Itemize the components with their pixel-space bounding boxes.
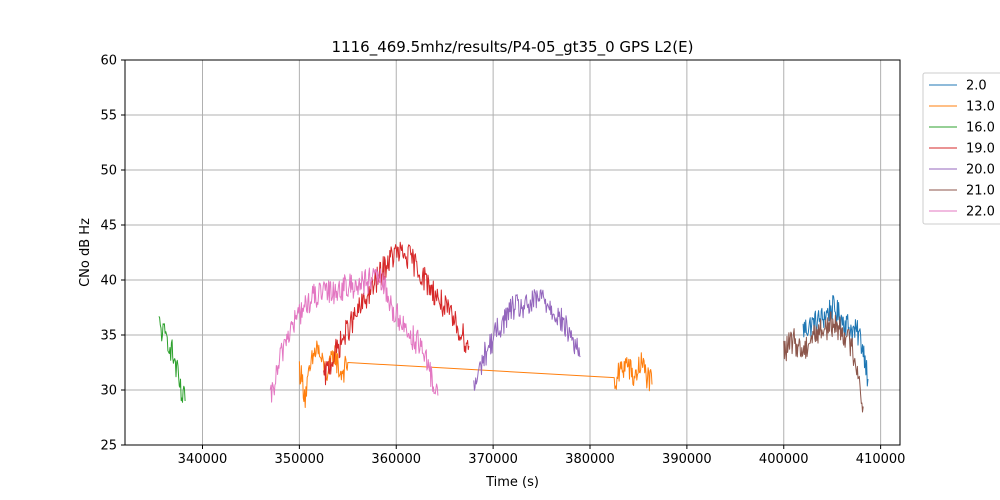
series-group xyxy=(158,241,869,413)
x-tick-label: 410000 xyxy=(856,452,906,467)
y-tick-label: 50 xyxy=(100,164,117,179)
legend-frame xyxy=(922,72,1000,225)
legend: 2.0 13.0 16.0 19.0 20.0 21.0 22.0 xyxy=(922,72,1000,225)
y-tick-label: 40 xyxy=(100,274,117,289)
plot-frame xyxy=(124,59,901,446)
legend-label: 19.0 xyxy=(966,142,995,157)
series-line-22-0 xyxy=(269,267,439,403)
x-tick-label: 380000 xyxy=(565,452,615,467)
y-tick-label: 60 xyxy=(100,54,117,69)
y-tick-label: 35 xyxy=(100,329,117,344)
series-line-13-0 xyxy=(298,340,653,408)
legend-label: 21.0 xyxy=(966,184,995,199)
y-tick-label: 55 xyxy=(100,109,117,124)
legend-label: 2.0 xyxy=(966,79,987,94)
x-tick-label: 360000 xyxy=(371,452,421,467)
x-tick-label: 370000 xyxy=(468,452,518,467)
chart-title: 1116_469.5mhz/results/P4-05_gt35_0 GPS L… xyxy=(332,38,694,57)
y-tick-label: 25 xyxy=(100,439,117,454)
x-tick-label: 350000 xyxy=(275,452,325,467)
x-tick-label: 400000 xyxy=(759,452,809,467)
y-tick-label: 30 xyxy=(100,384,117,399)
x-tick-label: 340000 xyxy=(178,452,228,467)
y-tick-label: 45 xyxy=(100,219,117,234)
legend-label: 22.0 xyxy=(966,205,995,220)
x-tick-label: 390000 xyxy=(662,452,712,467)
series-line-21-0 xyxy=(783,311,864,413)
x-axis-title: Time (s) xyxy=(485,475,539,490)
series-line-16-0 xyxy=(158,316,186,403)
ticks: 340000 350000 360000 370000 380000 390000 4000… xyxy=(100,54,905,468)
series-line-19-0 xyxy=(323,241,470,386)
legend-label: 13.0 xyxy=(966,100,995,115)
y-axis-title: CNo dB Hz xyxy=(78,218,93,287)
legend-label: 20.0 xyxy=(966,163,995,178)
legend-label: 16.0 xyxy=(966,121,995,136)
series-line-20-0 xyxy=(473,289,581,391)
grid xyxy=(125,59,900,446)
